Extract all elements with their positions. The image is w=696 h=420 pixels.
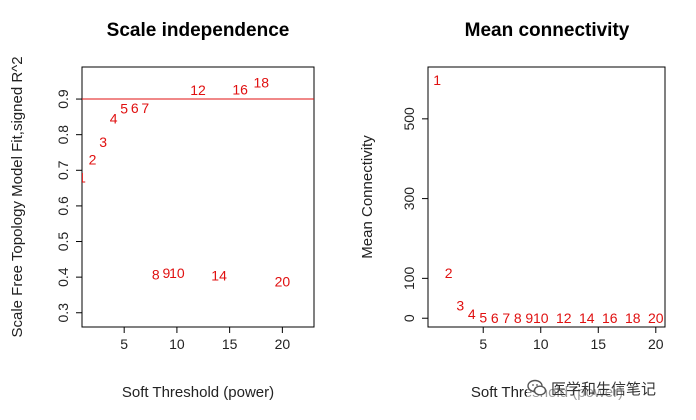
chart1-x-tick-label: 5 xyxy=(120,336,128,352)
wechat-icon xyxy=(527,379,547,396)
chart1-point-label: 4 xyxy=(110,111,118,127)
watermark: 医学和生信笔记 xyxy=(527,376,657,400)
chart2-point-label: 16 xyxy=(602,310,618,326)
chart1-point-label: 8 xyxy=(152,266,160,282)
chart2-plot-frame xyxy=(427,66,666,328)
chart1-x-tick-label: 10 xyxy=(169,336,185,352)
chart2-point-label: 1 xyxy=(433,72,441,88)
chart1-point-label: 6 xyxy=(131,100,139,116)
chart2-point-label: 2 xyxy=(445,265,453,281)
chart2-x-tick-label: 5 xyxy=(479,336,487,352)
chart1-point-label: 10 xyxy=(169,265,185,281)
watermark-text: 医学和生信笔记 xyxy=(551,379,657,398)
chart1-x-tick-label: 20 xyxy=(275,336,291,352)
chart2-point-label: 20 xyxy=(648,310,664,326)
chart1-y-tick-label: 0.7 xyxy=(55,160,71,180)
chart1-y-tick-label: 0.9 xyxy=(55,89,71,109)
chart1-y-tick-label: 0.6 xyxy=(55,196,71,216)
chart2-point-label: 6 xyxy=(491,310,499,326)
chart2-point-label: 14 xyxy=(579,310,595,326)
chart1-point-label: 5 xyxy=(120,101,128,117)
chart2-y-tick-label: 0 xyxy=(401,314,417,322)
chart1-y-tick-label: 0.4 xyxy=(55,267,71,287)
chart2-point-label: 4 xyxy=(468,306,476,322)
chart1-title: Scale independence xyxy=(107,20,290,41)
chart2-y-axis-label: Mean Connectivity xyxy=(359,135,376,259)
chart2-point-label: 3 xyxy=(456,297,464,313)
chart2-title: Mean connectivity xyxy=(465,20,630,41)
chart2-y-tick-label: 500 xyxy=(401,107,417,131)
chart2-point-label: 10 xyxy=(533,310,549,326)
chart1-y-tick-label: 0.3 xyxy=(55,303,71,323)
chart1-point-label: 2 xyxy=(89,152,97,168)
chart2-point-label: 9 xyxy=(525,310,533,326)
chart2-x-tick-label: 20 xyxy=(648,336,664,352)
chart2-point-label: 18 xyxy=(625,310,641,326)
chart1-point-label: 1 xyxy=(78,169,86,185)
chart2-y-tick-label: 100 xyxy=(401,266,417,290)
chart2-point-label: 12 xyxy=(556,310,572,326)
chart1-x-tick-label: 15 xyxy=(222,336,238,352)
chart1-point-label: 14 xyxy=(211,267,227,283)
chart1-point-label: 20 xyxy=(275,273,291,289)
chart2-point-label: 7 xyxy=(502,310,510,326)
chart1-point-label: 7 xyxy=(141,100,149,116)
chart1-point-label: 9 xyxy=(162,265,170,281)
chart2-x-tick-label: 15 xyxy=(590,336,606,352)
chart1-point-label: 12 xyxy=(190,82,206,98)
chart2-x-tick-label: 10 xyxy=(533,336,549,352)
chart1-point-label: 3 xyxy=(99,134,107,150)
chart1-x-axis-label: Soft Threshold (power) xyxy=(122,384,274,401)
chart2-y-tick-label: 300 xyxy=(401,187,417,211)
chart1-y-tick-label: 0.8 xyxy=(55,125,71,145)
chart2-point-label: 8 xyxy=(514,310,522,326)
chart2-point-label: 5 xyxy=(479,309,487,325)
chart1-y-axis-label: Scale Free Topology Model Fit,signed R^2 xyxy=(9,56,26,337)
chart1-point-label: 18 xyxy=(253,75,269,91)
chart1-y-tick-label: 0.5 xyxy=(55,232,71,252)
chart1-point-label: 16 xyxy=(232,81,248,97)
